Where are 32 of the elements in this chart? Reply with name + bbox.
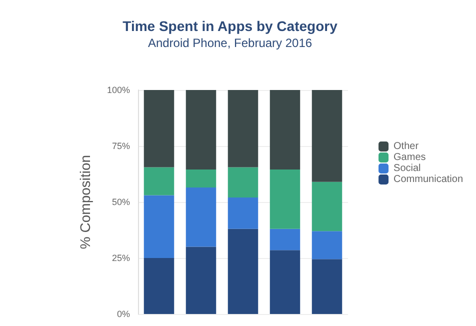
y-tick-label: 25% [112,253,130,263]
bar [144,167,174,196]
y-tick-label: 100% [106,85,130,95]
bar [228,90,258,168]
bar [228,167,258,198]
y-tick-label: 0% [116,309,130,319]
bar [186,170,216,188]
bar [228,198,258,229]
bar [186,187,216,247]
legend-label: Other [394,141,420,152]
bar [312,259,342,314]
chart-title: Time Spent in Apps by Category [122,18,338,34]
legend-label: Communication [394,174,464,185]
legend-label: Social [394,163,421,174]
bar [312,231,342,260]
bar [312,182,342,232]
bar [270,170,300,229]
y-tick-label: 50% [112,197,130,207]
y-tick-label: 75% [112,141,130,151]
bar [144,90,174,168]
bar [186,90,216,170]
bar [270,250,300,314]
bar [312,90,342,182]
bar [270,90,300,170]
bar [186,246,216,314]
chart-subtitle: Android Phone, February 2016 [148,36,312,50]
y-axis-title: % Composition [77,154,93,250]
legend-label: Games [394,152,426,163]
bar [144,258,174,314]
bar [144,195,174,258]
bar [228,228,258,314]
bar [270,228,300,250]
